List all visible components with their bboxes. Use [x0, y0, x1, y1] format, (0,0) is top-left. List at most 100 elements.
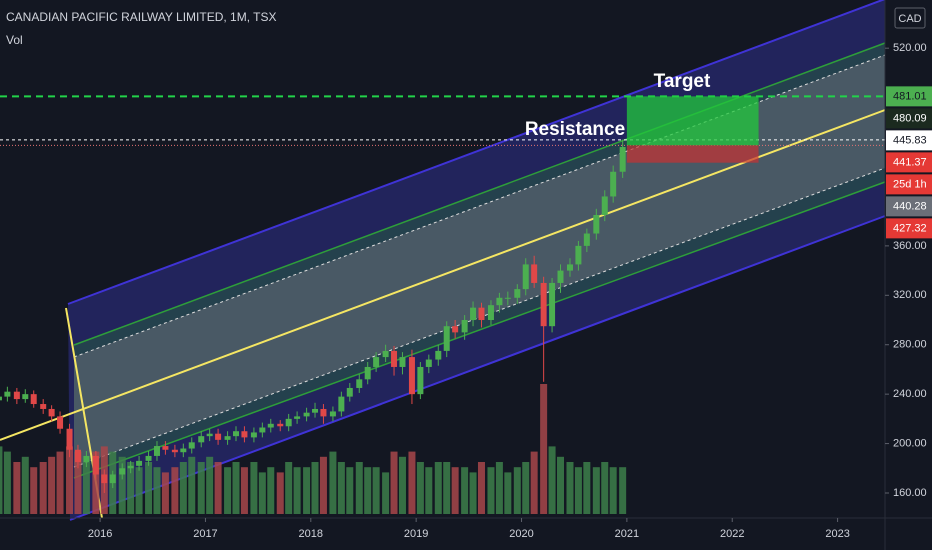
x-tick-label: 2019	[404, 528, 428, 540]
annotation: Resistance	[525, 119, 625, 140]
volume-bar	[461, 467, 469, 514]
volume-bar	[224, 467, 232, 514]
price-label-bg	[886, 152, 932, 173]
candle-body	[250, 432, 257, 438]
candle-body	[575, 245, 582, 265]
price-label-bg	[886, 174, 932, 195]
candle-body	[66, 428, 73, 450]
volume-bar	[434, 462, 442, 514]
volume-bar	[206, 456, 214, 514]
candle-body	[487, 305, 494, 321]
volume-bar	[601, 462, 609, 514]
candle-body	[127, 465, 134, 469]
volume-bar	[0, 446, 3, 514]
y-tick-label: 360.00	[893, 240, 927, 252]
candle-body	[557, 270, 564, 283]
annotation: Target	[654, 71, 711, 92]
candle-body	[136, 460, 143, 466]
candle-body	[514, 289, 521, 298]
y-tick-label: 280.00	[893, 339, 927, 351]
profit-zone	[626, 96, 759, 146]
volume-bar	[188, 456, 196, 514]
price-label: 480.09	[893, 112, 927, 124]
candle-body	[408, 357, 415, 395]
volume-bar	[382, 472, 390, 514]
volume-bar	[522, 462, 530, 514]
channel-lower-line	[69, 215, 886, 521]
price-label-bg	[886, 86, 932, 107]
volume-bar	[504, 472, 512, 514]
volume-bar	[232, 462, 240, 514]
candle-body	[153, 446, 160, 456]
candle-body	[452, 326, 459, 333]
volume-bar	[30, 467, 38, 514]
volume-bar	[92, 451, 100, 514]
volume-bar	[250, 462, 258, 514]
volume-bar	[425, 467, 433, 514]
candle-body	[206, 433, 213, 437]
volume-bar	[303, 467, 311, 514]
candle-body	[346, 387, 353, 397]
candle-body	[48, 408, 55, 417]
candle-body	[285, 418, 292, 427]
volume-bar	[135, 467, 143, 514]
candle-body	[443, 326, 450, 351]
volume-bar	[566, 462, 574, 514]
currency: CAD	[898, 13, 921, 25]
candle-body	[215, 433, 222, 440]
candle-body	[364, 366, 371, 380]
candle-body	[329, 411, 336, 417]
volume-bar	[346, 467, 354, 514]
loss-zone	[626, 145, 759, 163]
candle-body	[435, 350, 442, 360]
volume-bar	[197, 462, 205, 514]
candle-body	[610, 171, 617, 197]
candle-body	[13, 391, 20, 400]
volume-bar	[48, 456, 56, 514]
volume-bar	[530, 451, 538, 514]
price-label: 445.83	[893, 134, 927, 146]
volume-bar	[276, 472, 284, 514]
volume-bar	[557, 456, 564, 514]
volume-bar	[416, 462, 424, 514]
candle-body	[40, 404, 47, 409]
volume-bar	[469, 472, 477, 514]
volume-bar	[390, 451, 398, 514]
candle-body	[373, 357, 380, 367]
candle-body	[83, 455, 90, 463]
candle-body	[30, 394, 37, 405]
regression-line	[0, 109, 886, 441]
volume-bar	[495, 462, 503, 514]
candle-body	[417, 366, 424, 395]
currency-box[interactable]	[894, 7, 926, 29]
candle-body	[601, 196, 608, 215]
volume-bar	[487, 467, 495, 514]
volume-bar	[513, 467, 521, 514]
candle-body	[356, 379, 363, 388]
volume-bar	[548, 446, 556, 514]
candle-body	[294, 416, 301, 419]
volume-bar	[583, 462, 591, 514]
volume-bar	[171, 467, 179, 514]
candle-body	[188, 442, 195, 449]
volume-bar	[240, 467, 248, 514]
volume-bar	[267, 467, 275, 514]
volume-bar	[153, 467, 161, 514]
candle-body	[540, 282, 547, 327]
volume-bar	[66, 446, 74, 514]
candle-body	[22, 394, 29, 400]
volume-bar	[364, 467, 372, 514]
candle-body	[504, 297, 511, 299]
x-tick-label: 2022	[720, 528, 744, 540]
candle-body	[109, 474, 116, 484]
y-tick-label: 200.00	[893, 437, 927, 449]
candle-body	[391, 350, 398, 367]
volume-bar	[127, 462, 135, 514]
volume-bar	[74, 451, 82, 514]
price-label-bg	[886, 196, 932, 217]
volume-bar	[398, 456, 406, 514]
volume-bar	[39, 462, 47, 514]
candle-body	[549, 282, 556, 327]
price-label: 441.37	[893, 156, 927, 168]
